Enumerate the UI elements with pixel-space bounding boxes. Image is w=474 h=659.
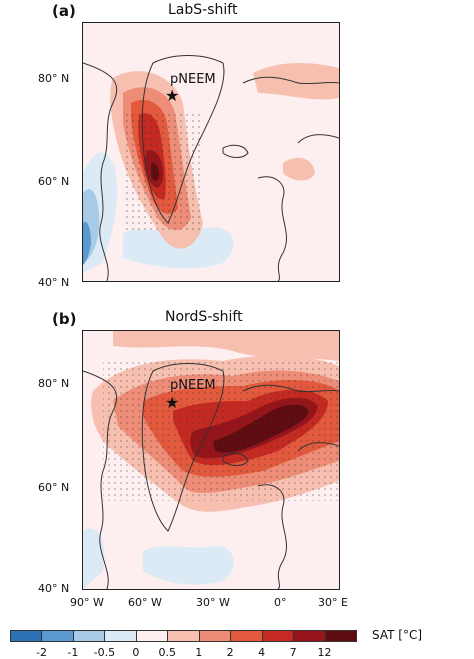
lon-label-60w: 60° W bbox=[128, 596, 162, 609]
lat-label-40: 40° N bbox=[38, 582, 70, 595]
colorbar-cell bbox=[72, 630, 106, 642]
lon-label-30e: 30° E bbox=[318, 596, 348, 609]
colorbar-tick-label: 2 bbox=[226, 646, 234, 659]
colorbar-cell bbox=[135, 630, 169, 642]
panel-letter: (b) bbox=[52, 310, 77, 328]
colorbar-cell bbox=[198, 630, 232, 642]
map-a-svg bbox=[83, 23, 339, 281]
colorbar-cell bbox=[324, 630, 357, 642]
map-a bbox=[82, 22, 340, 282]
colorbar-cell bbox=[104, 630, 137, 642]
colorbar-tick-label: -0.5 bbox=[93, 646, 116, 659]
colorbar-tick-label: 4 bbox=[258, 646, 266, 659]
colorbar-tick-label: 0.5 bbox=[158, 646, 177, 659]
colorbar-tick-label: 12 bbox=[317, 646, 332, 659]
site-label: pNEEM bbox=[170, 378, 216, 393]
colorbar-cell bbox=[10, 630, 43, 642]
lat-label-60: 60° N bbox=[38, 481, 70, 494]
colorbar-cell bbox=[167, 630, 200, 642]
lat-label-40: 40° N bbox=[38, 276, 70, 289]
lon-label-0: 0° bbox=[274, 596, 287, 609]
lat-label-60: 60° N bbox=[38, 175, 70, 188]
lon-label-30w: 30° W bbox=[196, 596, 230, 609]
panel-title: LabS-shift bbox=[168, 2, 238, 18]
star-icon: ★ bbox=[165, 393, 180, 412]
map-b-svg bbox=[83, 331, 339, 589]
colorbar-tick-label: -1 bbox=[67, 646, 79, 659]
site-label: pNEEM bbox=[170, 72, 216, 87]
colorbar-cell bbox=[261, 630, 295, 642]
colorbar-tick-label: 0 bbox=[132, 646, 140, 659]
colorbar-cell bbox=[293, 630, 326, 642]
lat-label-80: 80° N bbox=[38, 72, 70, 85]
colorbar-cell bbox=[41, 630, 74, 642]
legend-title: SAT [°C] bbox=[372, 628, 423, 642]
colorbar-tick-label: 7 bbox=[289, 646, 297, 659]
panel-title: NordS-shift bbox=[165, 309, 243, 325]
lon-label-90w: 90° W bbox=[70, 596, 104, 609]
map-b bbox=[82, 330, 340, 590]
panel-letter: (a) bbox=[52, 2, 76, 20]
star-icon: ★ bbox=[165, 86, 180, 105]
colorbar-cell bbox=[230, 630, 263, 642]
colorbar-tick-label: 1 bbox=[195, 646, 203, 659]
lat-label-80: 80° N bbox=[38, 377, 70, 390]
colorbar-tick-label: -2 bbox=[35, 646, 47, 659]
